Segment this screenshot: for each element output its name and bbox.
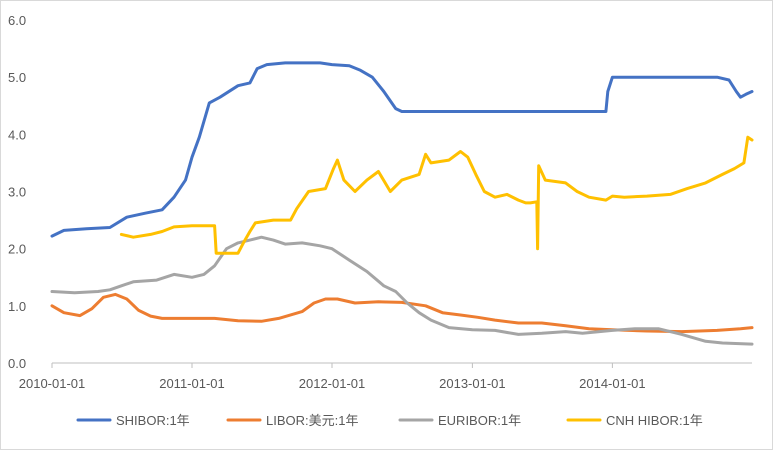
x-tick-label: 2012-01-01: [299, 376, 366, 391]
legend-label-libor: LIBOR:美元:1年: [266, 413, 358, 428]
series-line-shibor: [50, 61, 754, 238]
y-tick-label: 4.0: [8, 127, 26, 142]
series-line-libor: [50, 292, 754, 334]
y-tick-label: 2.0: [8, 242, 26, 257]
legend-label-euribor: EURIBOR:1年: [438, 413, 521, 428]
y-tick-label: 5.0: [8, 70, 26, 85]
y-tick-label: 3.0: [8, 185, 26, 200]
x-tick-label: 2011-01-01: [159, 376, 225, 391]
x-tick-label: 2010-01-01: [19, 376, 86, 391]
y-axis: 0.0 1.0 2.0 3.0 4.0 5.0 6.0: [8, 13, 26, 371]
legend: SHIBOR:1年 LIBOR:美元:1年 EURIBOR:1年 CNH HIBOR:…: [76, 413, 703, 428]
x-tick-label: 2013-01-01: [439, 376, 506, 391]
y-tick-label: 0.0: [8, 356, 26, 371]
legend-label-cnh: CNH HIBOR:1年: [606, 413, 703, 428]
legend-label-shibor: SHIBOR:1年: [116, 413, 190, 428]
series-line-cnh: [119, 135, 754, 255]
x-axis: 2010-01-01 2011-01-01 2012-01-01 2013-01-01…: [19, 362, 752, 391]
x-tick-label: 2014-01-01: [579, 376, 646, 391]
y-tick-label: 6.0: [8, 13, 26, 28]
series-layer: [50, 61, 754, 346]
y-tick-label: 1.0: [8, 299, 26, 314]
series-line-euribor: [50, 235, 754, 346]
